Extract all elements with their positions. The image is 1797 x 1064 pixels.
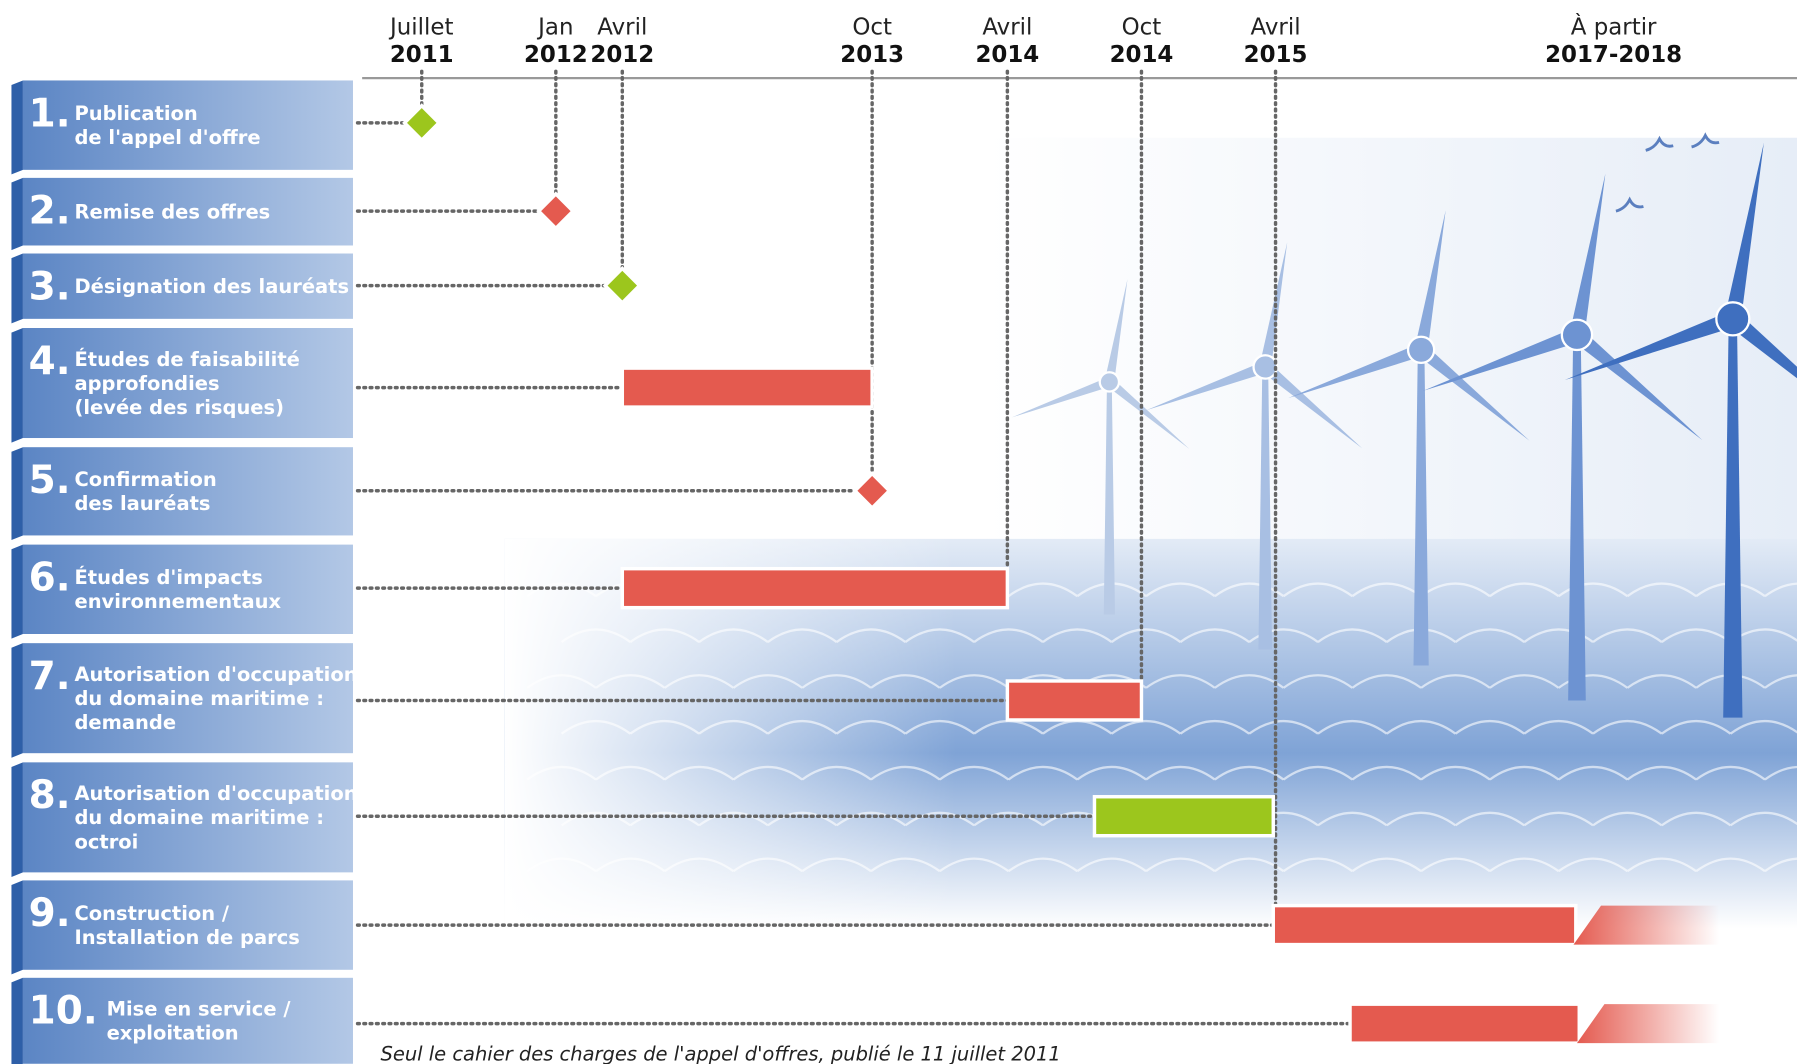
step-number: 2. [29, 189, 71, 234]
date-month: Avril [982, 15, 1032, 41]
turbine-hub [1100, 372, 1119, 391]
step-label: des lauréats [74, 492, 210, 515]
phase-bar [622, 368, 872, 407]
date-year: 2014 [1110, 42, 1174, 68]
step-label: Confirmation [74, 468, 216, 491]
turbine-hub [1562, 320, 1592, 350]
step-label: Études d'impacts [74, 566, 262, 589]
date-year: 2011 [390, 42, 454, 68]
step-number: 10. [29, 989, 98, 1034]
step-label: de l'appel d'offre [74, 126, 260, 149]
date-month: Oct [1122, 15, 1162, 41]
step-label: Publication [74, 102, 197, 125]
turbine-hub [1254, 355, 1277, 378]
step-number: 4. [29, 339, 71, 384]
date-year: 2015 [1244, 42, 1308, 68]
date-month: Avril [1251, 15, 1301, 41]
step-box-side [11, 978, 22, 1064]
phase-bar [622, 569, 1007, 608]
step-box-side [11, 762, 22, 877]
step-box-side [11, 447, 22, 540]
step-number: 1. [29, 91, 71, 136]
step-label: Mise en service / [107, 998, 292, 1021]
step-label: Remise des offres [74, 201, 270, 224]
phase-bar-continued [1577, 1004, 1719, 1043]
step-label: environnementaux [74, 590, 281, 613]
step-box-side [11, 545, 22, 639]
step-label: Autorisation d'occupation [74, 663, 357, 686]
step-box-side [11, 643, 22, 758]
phase-bar [1007, 681, 1141, 720]
step-label: exploitation [107, 1022, 239, 1045]
step-number: 9. [29, 891, 71, 936]
footnote: Seul le cahier des charges de l'appel d'… [380, 1042, 1060, 1064]
step-number: 5. [29, 458, 71, 503]
date-month: Juillet [388, 15, 453, 41]
step-label: Construction / [74, 902, 229, 925]
step-box-side [11, 254, 22, 324]
step-number: 6. [29, 555, 71, 600]
step-label: approfondies [74, 372, 219, 395]
date-year: 2012 [524, 42, 588, 68]
turbine-hub [1716, 302, 1749, 335]
phase-bar [1273, 906, 1576, 945]
step-number: 8. [29, 773, 71, 818]
date-month: À partir [1571, 13, 1657, 41]
step-label: Désignation des lauréats [74, 275, 349, 298]
milestone [539, 194, 573, 228]
phase-bar [1350, 1004, 1579, 1043]
step-label: du domaine maritime : [74, 687, 324, 710]
step-label: Études de faisabilité [74, 348, 299, 371]
milestone [405, 106, 439, 140]
date-year: 2017-2018 [1545, 42, 1682, 68]
milestone [855, 474, 889, 508]
milestone [605, 268, 639, 302]
turbine-hub [1408, 337, 1434, 363]
date-month: Oct [852, 15, 892, 41]
date-year: 2012 [590, 42, 654, 68]
step-label: octroi [74, 830, 138, 853]
step-label: Autorisation d'occupation [74, 782, 357, 805]
step-box-side [11, 328, 22, 443]
step-box-side [11, 880, 22, 974]
date-month: Jan [536, 15, 573, 41]
step-label: Installation de parcs [74, 926, 299, 949]
step-box-side [11, 178, 22, 250]
step-label: (levée des risques) [74, 396, 284, 419]
date-year: 2013 [840, 42, 904, 68]
phase-bar [1094, 797, 1273, 836]
step-label: demande [74, 711, 176, 734]
step-number: 3. [29, 264, 71, 309]
date-month: Avril [597, 15, 647, 41]
step-box-side [11, 80, 22, 174]
date-year: 2014 [975, 42, 1039, 68]
step-label: du domaine maritime : [74, 806, 324, 829]
step-number: 7. [29, 654, 71, 699]
timeline-infographic: Juillet2011Jan2012Avril2012Oct2013Avril2… [0, 0, 1797, 1064]
